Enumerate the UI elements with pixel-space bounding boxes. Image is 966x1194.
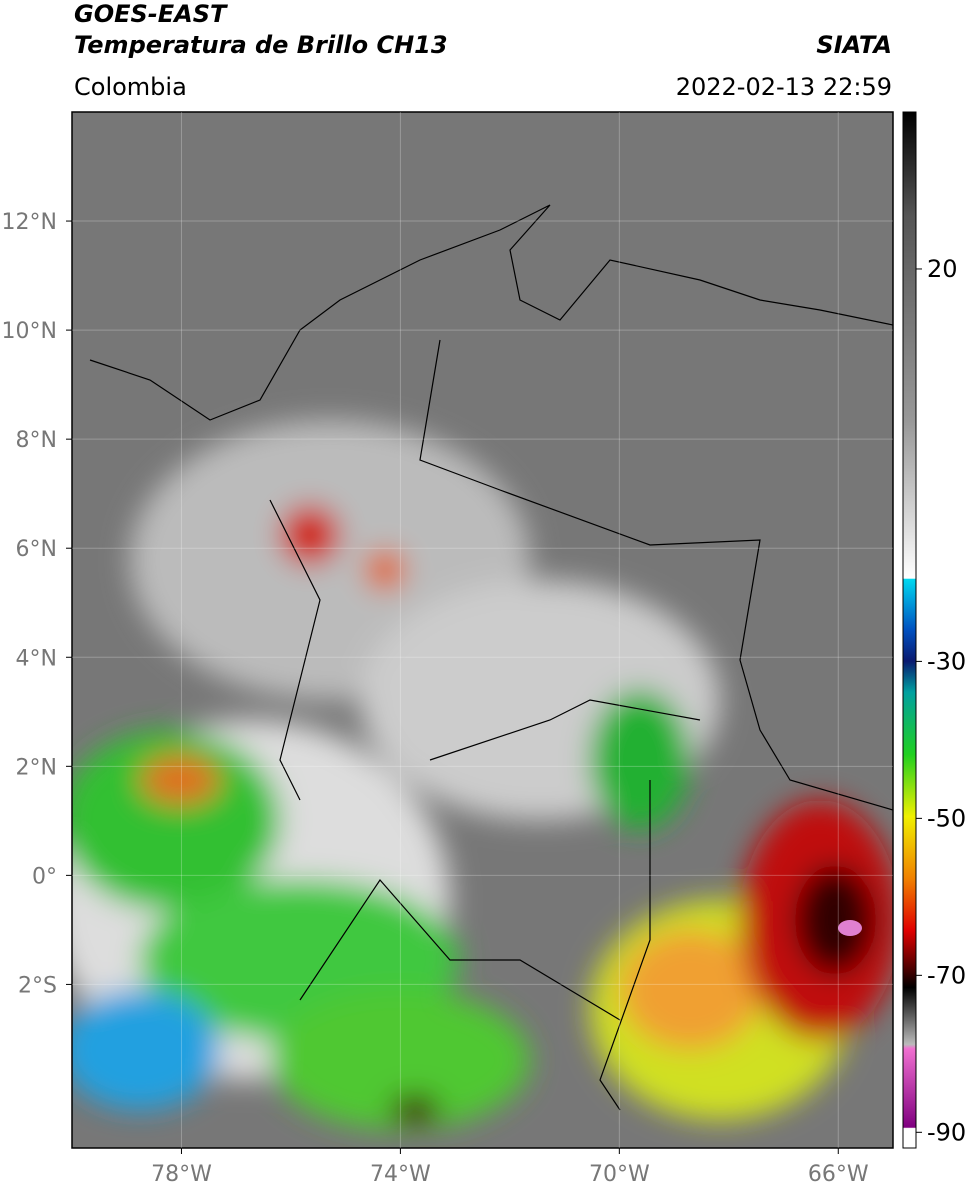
- y-tick-label: 8°N: [16, 428, 57, 453]
- y-tick-label: 4°N: [16, 646, 57, 671]
- colorbar-tick-label: -70: [927, 961, 966, 989]
- title: GOES-EAST: [74, 0, 228, 28]
- map-frame: [71, 111, 894, 1149]
- region: Colombia: [74, 73, 187, 101]
- colorbar-tick-label: -90: [927, 1118, 966, 1146]
- y-tick-label: 2°N: [16, 755, 57, 780]
- y-tick-label: 0°: [32, 864, 57, 889]
- y-tick-label: 2°S: [18, 973, 57, 998]
- satellite-image: [72, 112, 893, 1148]
- y-tick-label: 6°N: [16, 537, 57, 562]
- datetime: 2022-02-13 22:59: [676, 73, 892, 101]
- x-tick-label: 66°W: [808, 1162, 869, 1187]
- x-tick-label: 70°W: [589, 1162, 650, 1187]
- y-tick-label: 12°N: [2, 210, 57, 235]
- colorbar-tick-label: -50: [927, 804, 966, 832]
- subtitle: Temperatura de Brillo CH13: [74, 31, 448, 59]
- y-tick-label: 10°N: [2, 319, 57, 344]
- source: SIATA: [816, 31, 892, 59]
- x-tick-label: 78°W: [151, 1162, 212, 1187]
- x-tick-label: 74°W: [370, 1162, 431, 1187]
- colorbar: [902, 111, 917, 1149]
- colorbar-tick-label: -30: [927, 647, 966, 675]
- colorbar-tick-label: 20: [927, 255, 958, 283]
